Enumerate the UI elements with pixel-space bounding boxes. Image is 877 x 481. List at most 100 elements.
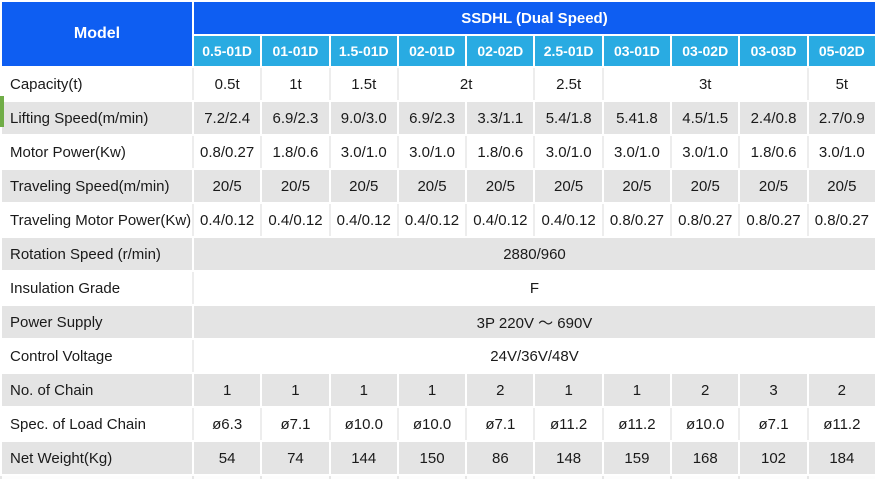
cutoff-cell — [194, 476, 261, 479]
table-row: Rotation Speed (r/min) 2880/960 — [2, 238, 875, 270]
table-row: Lifting Speed(m/min) 7.2/2.4 6.9/2.3 9.0/3.… — [2, 102, 875, 134]
row-label: No. of Chain — [2, 374, 192, 406]
spec-cell: 86 — [467, 442, 534, 474]
spec-cell: 3.3/1.1 — [467, 102, 534, 134]
spec-cell: 3.0/1.0 — [672, 136, 739, 168]
spec-table-body: Capacity(t) 0.5t 1t 1.5t 2t 2.5t 3t 5t Lifting S… — [2, 68, 875, 479]
spec-cell: 5t — [808, 68, 875, 100]
model-col-header: 03-02D — [672, 36, 739, 66]
spec-cell: ø7.1 — [740, 408, 807, 440]
spec-cell: 3P 220V ～ 690V — [194, 306, 875, 338]
cutoff-cell — [330, 476, 397, 479]
cutoff-cell — [808, 476, 875, 479]
spec-cell: 148 — [535, 442, 602, 474]
spec-cell: 20/5 — [262, 170, 329, 202]
cutoff-cell — [262, 476, 329, 479]
row-label: Traveling Motor Power(Kw) — [2, 204, 192, 236]
header-row-series: Model SSDHL (Dual Speed) — [2, 2, 875, 66]
spec-cell: 7.2/2.4 — [194, 102, 261, 134]
table-row: Insulation Grade F — [2, 272, 875, 304]
spec-cell: 102 — [740, 442, 807, 474]
spec-cell: 2.7/0.9 — [808, 102, 875, 134]
model-header: Model — [2, 2, 192, 66]
spec-cell: 20/5 — [330, 170, 397, 202]
spec-cell: 20/5 — [740, 170, 807, 202]
model-col-header: 03-03D — [740, 36, 807, 66]
table-row: No. of Chain 1 1 1 1 2 1 1 2 3 2 — [2, 374, 875, 406]
series-title: SSDHL (Dual Speed) — [194, 2, 875, 34]
spec-cell: 1 — [330, 374, 397, 406]
spec-cell: 144 — [330, 442, 397, 474]
spec-cell: 0.8/0.27 — [194, 136, 261, 168]
spec-cell: 3.0/1.0 — [330, 136, 397, 168]
spec-cell: 20/5 — [467, 170, 534, 202]
model-col-header: 02-02D — [467, 36, 534, 66]
table-row: Capacity(t) 0.5t 1t 1.5t 2t 2.5t 3t 5t — [2, 68, 875, 100]
cutoff-cell — [672, 476, 739, 479]
spec-cell: 1.8/0.6 — [740, 136, 807, 168]
cutoff-cell — [603, 476, 671, 479]
spec-cell: 1 — [535, 374, 602, 406]
spec-cell: ø7.1 — [467, 408, 534, 440]
cutoff-row — [2, 476, 875, 479]
spec-cell: 24V/36V/48V — [194, 340, 875, 372]
spec-cell: 0.8/0.27 — [672, 204, 739, 236]
row-label: Rotation Speed (r/min) — [2, 238, 192, 270]
table-row: Net Weight(Kg) 54 74 144 150 86 148 159 168 102 18… — [2, 442, 875, 474]
spec-cell: 2.5t — [535, 68, 602, 100]
spec-cell: ø10.0 — [672, 408, 739, 440]
spec-cell: 5.41.8 — [603, 102, 671, 134]
spec-cell: ø11.2 — [535, 408, 602, 440]
spec-cell: 0.4/0.12 — [194, 204, 261, 236]
spec-cell: 184 — [808, 442, 875, 474]
model-col-header: 03-01D — [603, 36, 671, 66]
spec-cell: 9.0/3.0 — [330, 102, 397, 134]
spec-cell: ø7.1 — [262, 408, 329, 440]
row-label: Insulation Grade — [2, 272, 192, 304]
spec-cell: 20/5 — [603, 170, 671, 202]
spec-cell: ø11.2 — [603, 408, 671, 440]
spec-cell: 1 — [603, 374, 671, 406]
spec-cell: 1.5t — [330, 68, 397, 100]
spec-cell: 20/5 — [398, 170, 466, 202]
spec-cell: 0.8/0.27 — [603, 204, 671, 236]
spec-cell: ø11.2 — [808, 408, 875, 440]
spec-cell: 1.8/0.6 — [262, 136, 329, 168]
row-label: Net Weight(Kg) — [2, 442, 192, 474]
model-col-header: 1.5-01D — [330, 36, 397, 66]
spec-cell: 0.5t — [194, 68, 261, 100]
table-row: Traveling Motor Power(Kw) 0.4/0.12 0.4/0.1… — [2, 204, 875, 236]
row-label: Lifting Speed(m/min) — [2, 102, 192, 134]
spec-cell: 20/5 — [194, 170, 261, 202]
model-col-header: 02-01D — [398, 36, 466, 66]
spec-cell: 6.9/2.3 — [262, 102, 329, 134]
spec-cell: 2t — [398, 68, 534, 100]
cutoff-cell — [2, 476, 192, 479]
spec-cell: 0.8/0.27 — [808, 204, 875, 236]
row-label: Control Voltage — [2, 340, 192, 372]
spec-cell: 0.4/0.12 — [467, 204, 534, 236]
spec-cell: 159 — [603, 442, 671, 474]
spec-cell: ø10.0 — [330, 408, 397, 440]
row-label: Power Supply — [2, 306, 192, 338]
row-label: Motor Power(Kw) — [2, 136, 192, 168]
spec-cell: 0.4/0.12 — [535, 204, 602, 236]
cutoff-cell — [467, 476, 534, 479]
spec-cell: 2 — [467, 374, 534, 406]
spec-cell: 20/5 — [672, 170, 739, 202]
cutoff-cell — [535, 476, 602, 479]
spec-cell: 5.4/1.8 — [535, 102, 602, 134]
spec-cell: 168 — [672, 442, 739, 474]
spec-cell: 1 — [398, 374, 466, 406]
model-col-header: 05-02D — [808, 36, 875, 66]
model-col-header: 2.5-01D — [535, 36, 602, 66]
spec-cell: 1.8/0.6 — [467, 136, 534, 168]
spec-cell: F — [194, 272, 875, 304]
spec-cell: 0.4/0.12 — [398, 204, 466, 236]
spec-cell: 2 — [808, 374, 875, 406]
spec-cell: 4.5/1.5 — [672, 102, 739, 134]
spec-cell: 3.0/1.0 — [603, 136, 671, 168]
cutoff-cell — [740, 476, 807, 479]
spec-cell: ø6.3 — [194, 408, 261, 440]
